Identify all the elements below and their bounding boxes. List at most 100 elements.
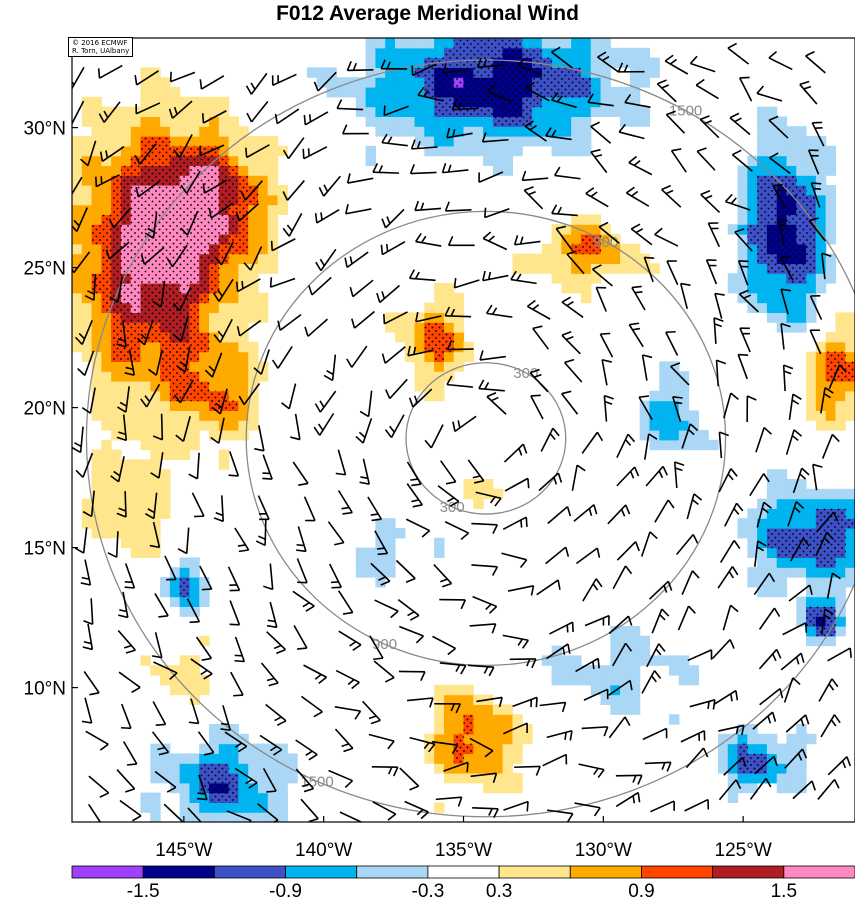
wind-barb <box>214 241 235 266</box>
field-cell <box>483 488 494 500</box>
field-cell <box>434 292 445 304</box>
field-cell <box>101 420 112 431</box>
field-cell <box>394 57 406 68</box>
wind-barb <box>780 288 791 315</box>
stipple-cell <box>209 145 220 157</box>
stipple-cell <box>766 204 778 215</box>
field-cell <box>786 763 797 774</box>
stipple-cell <box>189 283 200 294</box>
field-cell <box>404 351 416 362</box>
stipple-cell <box>160 145 171 157</box>
field-cell <box>639 116 651 127</box>
wind-barb <box>173 315 189 342</box>
wind-barb <box>336 99 364 111</box>
field-cell <box>209 312 220 323</box>
field-cell <box>835 390 846 402</box>
field-cell <box>277 792 288 803</box>
wind-barb <box>737 260 749 286</box>
wind-barb <box>817 778 840 800</box>
field-cell <box>130 126 142 137</box>
wind-barb <box>549 621 574 635</box>
stipple-cell <box>238 224 249 235</box>
field-cell <box>257 224 269 235</box>
stipple-cell <box>120 332 132 343</box>
wind-barb <box>213 495 225 523</box>
stipple-cell <box>492 87 504 98</box>
field-cell <box>610 87 621 98</box>
field-cell <box>453 292 465 304</box>
field-cell <box>120 537 132 549</box>
wind-barb <box>446 127 473 139</box>
field-cell <box>267 185 279 196</box>
field-cell <box>620 253 631 264</box>
field-cell <box>169 665 181 676</box>
stipple-cell <box>169 243 181 255</box>
stipple-cell <box>492 57 504 68</box>
wind-barb <box>212 278 234 302</box>
wind-barb <box>502 634 529 649</box>
wind-barb <box>265 703 287 726</box>
stipple-cell <box>512 47 523 59</box>
wind-barb <box>485 304 513 318</box>
field-cell <box>551 116 562 127</box>
stipple-cell <box>179 586 191 598</box>
field-cell <box>815 194 827 206</box>
field-cell <box>453 341 465 353</box>
field-cell <box>238 361 249 372</box>
field-cell <box>502 753 514 764</box>
field-cell <box>610 243 621 255</box>
wind-barb <box>503 800 529 812</box>
wind-barb <box>545 546 570 565</box>
stipple-cell <box>796 214 807 225</box>
stipple-cell <box>218 155 230 166</box>
stipple-cell <box>512 67 523 78</box>
field-cell <box>453 145 465 157</box>
stipple-cell <box>150 302 161 313</box>
stipple-cell <box>101 243 112 255</box>
field-cell <box>669 439 680 451</box>
field-cell <box>199 302 210 313</box>
field-cell <box>414 381 425 392</box>
stipple-cell <box>101 283 112 294</box>
field-cell <box>140 488 151 500</box>
field-cell <box>209 812 220 822</box>
field-cell <box>179 684 191 696</box>
field-cell <box>571 57 582 68</box>
stipple-cell <box>189 332 200 343</box>
field-cell <box>130 459 142 470</box>
wind-barb <box>650 800 675 813</box>
stipple-cell <box>453 38 465 49</box>
field-cell <box>130 410 142 421</box>
field-cell <box>150 753 161 764</box>
wind-barb <box>624 93 651 108</box>
stipple-cell <box>796 194 807 206</box>
field-cell <box>825 410 837 421</box>
field-cell <box>169 420 181 431</box>
field-cell <box>434 283 445 294</box>
field-cell <box>375 126 386 137</box>
field-cell <box>199 577 210 588</box>
field-cell <box>835 498 846 509</box>
field-cell <box>189 567 200 578</box>
field-cell <box>72 204 83 215</box>
field-cell <box>150 812 161 822</box>
field-cell <box>316 77 328 88</box>
wind-barb <box>443 761 469 773</box>
colorbar-label: 0.3 <box>486 881 512 900</box>
stipple-cell <box>179 253 191 264</box>
field-cell <box>766 547 778 558</box>
field-cell <box>111 498 122 509</box>
field-cell <box>101 508 112 519</box>
stipple-cell <box>786 175 797 186</box>
stipple-cell <box>757 224 768 235</box>
stipple-cell <box>766 243 778 255</box>
wind-barb <box>282 137 305 160</box>
stipple-cell <box>228 792 239 803</box>
field-cell <box>238 145 249 157</box>
field-cell <box>532 263 543 274</box>
field-cell <box>140 469 151 480</box>
field-cell <box>120 136 132 147</box>
stipple-cell <box>169 214 181 225</box>
field-cell <box>267 145 279 157</box>
